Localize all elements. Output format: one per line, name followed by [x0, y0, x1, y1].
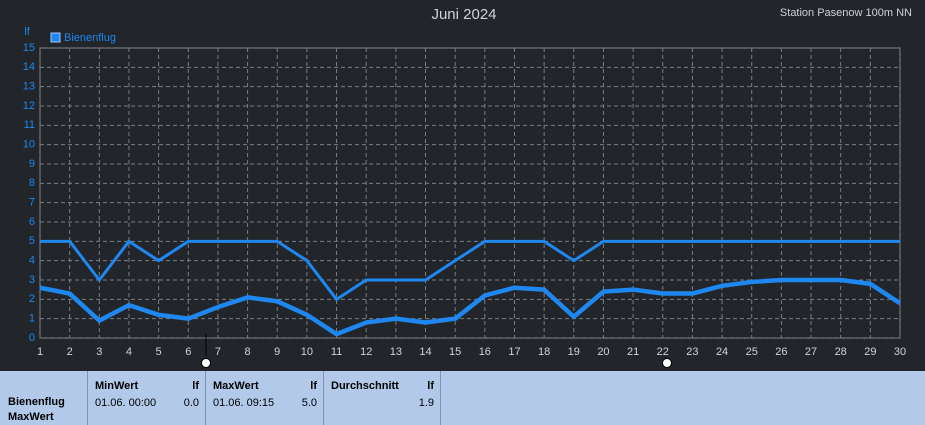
column-date: 01.06. 00:00: [95, 397, 157, 409]
x-tick-label: 27: [805, 346, 817, 358]
stats-column: Durchschnitt lf 1.9: [323, 371, 441, 425]
x-tick-label: 22: [657, 346, 669, 358]
y-tick-label: 12: [23, 100, 35, 112]
x-tick-label: 14: [419, 346, 431, 358]
x-tick-label: 15: [449, 346, 461, 358]
column-header: MaxWert: [213, 380, 259, 392]
y-tick-label: 3: [29, 274, 35, 286]
x-tick-label: 9: [274, 346, 280, 358]
column-unit: lf: [310, 380, 317, 392]
column-value: 1.9: [418, 397, 434, 409]
x-tick-label: 26: [775, 346, 787, 358]
legend-label: Bienenflug: [64, 32, 116, 44]
x-tick-label: 7: [215, 346, 221, 358]
y-tick-label: 0: [29, 332, 35, 344]
x-tick-label: 4: [126, 346, 132, 358]
x-tick-label: 18: [538, 346, 550, 358]
x-tick-label: 13: [390, 346, 402, 358]
data-line: [40, 239, 900, 301]
x-tick-label: 5: [156, 346, 162, 358]
y-tick-label: 5: [29, 235, 35, 247]
row-label: MaxWert: [8, 411, 54, 423]
y-tick-label: 6: [29, 216, 35, 228]
stats-panel: Bienenflug MaxWert MinWert lf 01.06. 00:…: [0, 371, 925, 425]
plot-frame: [39, 47, 901, 339]
y-tick-label: 15: [23, 42, 35, 54]
chart-subtitle: Station Pasenow 100m NN: [780, 7, 912, 19]
y-tick-label: 11: [24, 119, 35, 131]
min-marker: [201, 358, 211, 368]
stats-column: MaxWert lf 01.06. 09:15 5.0: [205, 371, 323, 425]
x-tick-label: 11: [331, 346, 342, 358]
x-tick-label: 30: [894, 346, 906, 358]
legend-swatch: [50, 32, 61, 43]
y-tick-label: 4: [29, 255, 35, 267]
x-tick-label: 6: [185, 346, 191, 358]
column-date: 01.06. 09:15: [213, 397, 275, 409]
y-tick-label: 7: [29, 197, 35, 209]
y-axis-label: lf: [24, 26, 30, 38]
column-unit: lf: [192, 380, 199, 392]
x-tick-label: 21: [627, 346, 639, 358]
y-tick-label: 2: [29, 293, 35, 305]
chart: Juni 2024 Station Pasenow 100m NN lf Bie…: [23, 6, 912, 368]
y-tick-label: 9: [29, 158, 35, 170]
x-tick-label: 20: [597, 346, 609, 358]
x-tick-label: 29: [864, 346, 876, 358]
column-header: MinWert: [95, 380, 139, 392]
column-unit: lf: [427, 380, 434, 392]
row-label: Bienenflug: [8, 396, 65, 408]
x-tick-label: 8: [245, 346, 251, 358]
stats-column: MinWert lf 01.06. 00:00 0.0: [87, 371, 205, 425]
data-line: [39, 277, 902, 337]
y-tick-label: 1: [29, 313, 35, 325]
y-tick-label: 13: [23, 81, 35, 93]
x-tick-label: 23: [686, 346, 698, 358]
x-tick-label: 16: [479, 346, 491, 358]
x-tick-label: 28: [835, 346, 847, 358]
x-tick-label: 12: [360, 346, 372, 358]
x-tick-label: 2: [67, 346, 73, 358]
max-marker: [662, 358, 672, 368]
y-tick-label: 14: [23, 61, 35, 73]
chart-title: Juni 2024: [431, 6, 496, 23]
column-header: Durchschnitt: [331, 380, 399, 392]
x-tick-label: 25: [746, 346, 758, 358]
y-tick-label: 10: [23, 139, 35, 151]
x-tick-label: 17: [508, 346, 520, 358]
y-tick-label: 8: [29, 177, 35, 189]
x-tick-label: 19: [568, 346, 580, 358]
column-value: 0.0: [183, 397, 199, 409]
column-value: 5.0: [301, 397, 317, 409]
x-tick-label: 1: [37, 346, 43, 358]
x-tick-label: 3: [96, 346, 102, 358]
x-tick-label: 24: [716, 346, 728, 358]
x-tick-label: 10: [301, 346, 313, 358]
